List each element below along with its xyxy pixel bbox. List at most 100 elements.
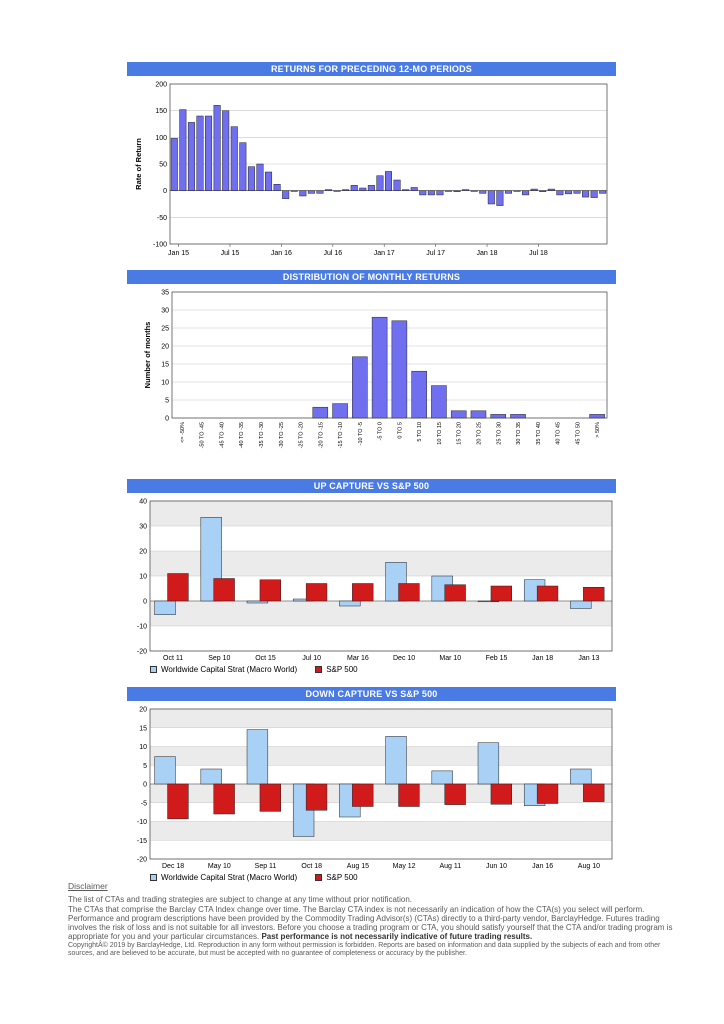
sp500-bar	[536, 585, 559, 602]
legend-label-fund: Worldwide Capital Strat (Macro World)	[161, 873, 298, 882]
returns-bar	[265, 171, 273, 191]
x-tick-label: 30 TO 35	[516, 422, 522, 445]
distribution-chart-title: DISTRIBUTION OF MONTHLY RETURNS	[127, 270, 616, 284]
returns-bar	[393, 179, 401, 191]
x-tick-label: Jul 10	[302, 655, 321, 662]
distribution-bar	[589, 414, 605, 419]
returns-bar	[479, 190, 487, 194]
y-tick-label: 0	[163, 188, 167, 195]
legend-label-sp500: S&P 500	[326, 873, 358, 882]
y-tick-label: 150	[155, 108, 167, 115]
distribution-bar	[312, 406, 329, 419]
y-tick-label: 0	[165, 416, 169, 423]
downcapture-chart: 20 15 10 5 0 -5 -10 -15 -20 Dec 18 May 10 Sep 11 Oct…	[137, 707, 613, 870]
legend-swatch-fund	[150, 874, 157, 881]
x-tick-label: Dec 10	[393, 655, 415, 662]
y-tick-label: 50	[159, 162, 167, 169]
x-tick-label: Sep 11	[255, 863, 277, 870]
plot-frame	[149, 500, 613, 652]
returns-bar	[367, 185, 375, 191]
fund-bar	[431, 770, 453, 785]
x-tick-label: Jan 13	[578, 655, 599, 662]
distribution-bar	[411, 370, 427, 419]
fund-bar	[570, 600, 592, 609]
x-tick-label: 45 TO 50	[575, 422, 581, 445]
returns-bar	[496, 190, 504, 206]
fund-bar	[477, 742, 500, 785]
x-tick-label: Jan 15	[168, 250, 189, 257]
x-tick-label: > 50%	[595, 422, 601, 438]
grid-band	[150, 551, 612, 576]
sp500-bar	[398, 583, 420, 602]
x-tick-label: -45 TO -40	[219, 422, 225, 448]
y-tick-label: 25	[161, 326, 169, 333]
x-tick-label: Jan 18	[532, 655, 553, 662]
sp500-bar	[444, 783, 466, 805]
fund-bar	[570, 768, 592, 785]
x-tick-label: 15 TO 20	[457, 422, 463, 445]
y-tick-label: -5	[141, 800, 147, 807]
x-tick-label: Aug 10	[578, 863, 600, 870]
disclaimer-text: Performance and program descriptions hav…	[68, 913, 673, 942]
sp500-bar	[398, 783, 420, 807]
sp500-bar	[213, 578, 235, 602]
x-tick-label: Jul 15	[221, 250, 240, 257]
returns-bar	[342, 189, 350, 191]
x-tick-label: Mar 16	[347, 655, 369, 662]
distribution-bar	[490, 414, 507, 419]
returns-bar	[299, 190, 307, 197]
y-axis-label: Rate of Return	[134, 138, 143, 190]
returns-bar	[410, 187, 418, 191]
y-tick-label: -10	[137, 624, 147, 631]
sp500-bar	[352, 783, 374, 807]
copyright-text: CopyrightÂ© 2019 by BarclayHedge, Ltd. R…	[68, 941, 661, 957]
legend-swatch-fund	[150, 666, 157, 673]
grid-band	[150, 821, 612, 841]
returns-bar	[256, 163, 264, 191]
sp500-bar	[305, 783, 328, 811]
legend-swatch-sp500	[315, 874, 323, 881]
y-axis-label: Number of months	[143, 322, 152, 389]
x-tick-label: 5 TO 10	[417, 422, 423, 442]
disclaimer-line: The CTAs that comprise the Barclay CTA I…	[68, 904, 645, 914]
disclaimer-title: Disclaimer	[68, 881, 108, 891]
returns-bar	[504, 190, 512, 194]
x-tick-label: Jan 16	[532, 863, 553, 870]
returns-bar	[436, 190, 444, 196]
distribution-bar	[371, 316, 388, 419]
returns-bar	[316, 190, 324, 194]
returns-bar	[187, 122, 195, 191]
x-tick-label: Jun 10	[486, 863, 507, 870]
y-tick-label: 5	[143, 763, 147, 770]
returns-bar	[582, 190, 590, 198]
returns-bar	[539, 190, 547, 192]
returns-bar	[384, 171, 393, 191]
returns-bar	[564, 190, 572, 195]
sp500-bar	[167, 573, 189, 602]
x-tick-label: -30 TO -25	[279, 422, 285, 448]
returns-bar	[402, 189, 410, 191]
x-tick-label: 20 TO 25	[476, 422, 482, 445]
x-tick-label: -40 TO -35	[239, 422, 245, 448]
y-tick-label: 15	[161, 362, 169, 369]
sp500-bar	[352, 583, 374, 602]
x-tick-label: 35 TO 40	[536, 422, 542, 445]
y-tick-label: 10	[139, 574, 147, 581]
disclaimer-bold-text: Past performance is not necessarily indi…	[261, 932, 533, 942]
disclaimer-line: Performance and program descriptions hav…	[68, 914, 688, 942]
sp500-bar	[536, 783, 559, 804]
sp500-bar	[490, 585, 512, 602]
returns-bar	[196, 115, 204, 191]
x-tick-label: Jan 17	[374, 250, 395, 257]
returns-bar	[453, 190, 461, 192]
sp500-bar	[167, 783, 189, 820]
returns-bar	[282, 190, 290, 199]
y-tick-label: -100	[153, 242, 167, 249]
x-tick-label: -35 TO -30	[259, 422, 265, 448]
y-tick-label: -50	[157, 215, 167, 222]
x-tick-label: Jul 17	[426, 250, 445, 257]
returns-bar	[247, 166, 255, 191]
returns-bar	[470, 190, 478, 192]
legend-label-sp500: S&P 500	[326, 665, 358, 674]
